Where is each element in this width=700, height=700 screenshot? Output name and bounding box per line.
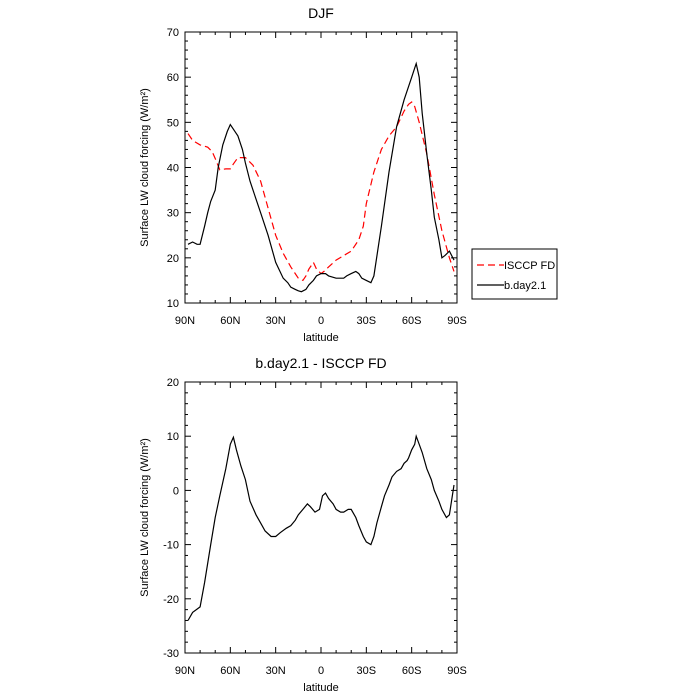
plot-frame bbox=[184, 381, 458, 654]
x-tick-label: 60S bbox=[402, 665, 422, 677]
x-tick-label: 30S bbox=[357, 315, 377, 327]
legend-label: b.day2.1 bbox=[504, 280, 546, 292]
y-tick-label: 10 bbox=[167, 298, 179, 310]
series-line-isccp-fd bbox=[187, 101, 455, 282]
x-tick-label: 30N bbox=[266, 315, 286, 327]
y-tick-label: -30 bbox=[163, 648, 179, 660]
y-tick-label: 20 bbox=[167, 253, 179, 265]
chart-title: b.day2.1 - ISCCP FD bbox=[255, 355, 386, 371]
plot-frame bbox=[184, 31, 458, 304]
y-tick-label: 60 bbox=[167, 72, 179, 84]
x-axis-label: latitude bbox=[303, 332, 338, 344]
y-tick-label: 20 bbox=[167, 377, 179, 389]
y-axis-label: Surface LW cloud forcing (W/m²) bbox=[139, 438, 151, 597]
y-tick-label: 0 bbox=[173, 485, 179, 497]
y-tick-label: 40 bbox=[167, 163, 179, 175]
x-tick-label: 60S bbox=[402, 315, 422, 327]
y-tick-label: 30 bbox=[167, 208, 179, 220]
chart-title: DJF bbox=[308, 5, 334, 21]
series-line-b-day2-1-isccp-fd bbox=[187, 433, 455, 621]
x-tick-label: 90S bbox=[447, 315, 467, 327]
chart-djf: DJF 10 20 30 40 50 60 70 90N 60N 30N 0 30S 60S 90S lati… bbox=[139, 5, 558, 344]
legend-box bbox=[471, 248, 558, 300]
y-tick-label: 10 bbox=[167, 431, 179, 443]
x-tick-label: 30N bbox=[266, 665, 286, 677]
y-axis-label: Surface LW cloud forcing (W/m²) bbox=[139, 88, 151, 247]
x-tick-label: 90N bbox=[175, 665, 195, 677]
x-tick-label: 60N bbox=[220, 315, 240, 327]
x-tick-label: 30S bbox=[357, 665, 377, 677]
x-tick-label: 90S bbox=[447, 665, 467, 677]
series-line-b-day2-1 bbox=[187, 61, 455, 293]
x-tick-label: 60N bbox=[220, 665, 240, 677]
y-tick-label: -10 bbox=[163, 540, 179, 552]
y-tick-label: -20 bbox=[163, 594, 179, 606]
y-tick-label: 50 bbox=[167, 117, 179, 129]
y-tick-label: 70 bbox=[167, 27, 179, 39]
x-axis-label: latitude bbox=[303, 682, 338, 694]
x-tick-label: 0 bbox=[318, 315, 324, 327]
legend-label: ISCCP FD bbox=[504, 260, 555, 272]
x-tick-label: 0 bbox=[318, 665, 324, 677]
x-tick-label: 90N bbox=[175, 315, 195, 327]
chart-difference: b.day2.1 - ISCCP FD -30 -20 -10 0 10 20 90N 60N 3… bbox=[139, 355, 467, 694]
